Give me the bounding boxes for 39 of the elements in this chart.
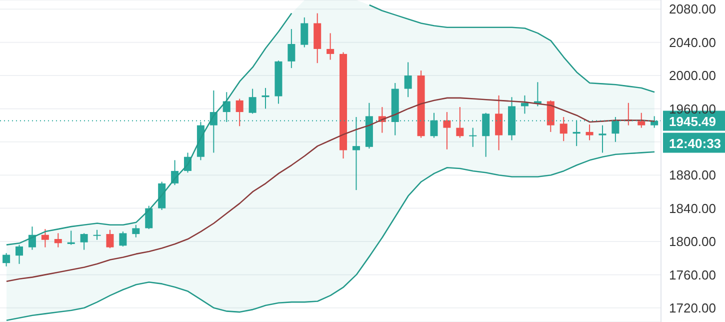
- candlestick: [119, 231, 127, 247]
- candlestick: [560, 116, 568, 142]
- candlestick: [80, 232, 88, 250]
- y-tick-label: 1720.00: [669, 300, 716, 316]
- candlestick: [106, 229, 114, 249]
- candlestick: [443, 112, 451, 150]
- candlestick: [2, 252, 10, 267]
- candlestick: [145, 205, 153, 230]
- candlestick: [16, 244, 24, 264]
- candlestick: [262, 87, 270, 110]
- candlestick: [67, 230, 75, 246]
- y-tick-label: 1800.00: [669, 234, 716, 250]
- y-tick-label: 1880.00: [669, 168, 716, 183]
- candlestick: [41, 228, 49, 248]
- y-tick-label: 1760.00: [669, 267, 716, 282]
- candlestick: [28, 226, 36, 250]
- candlestick: [520, 94, 528, 114]
- candlestick: [456, 106, 464, 138]
- ref-line-label: 1945.49: [669, 114, 716, 129]
- candlestick: [326, 32, 334, 60]
- candlestick: [288, 28, 296, 69]
- candlestick: [598, 124, 606, 154]
- line-series: [6, 151, 656, 321]
- y-tick-label: 2040.00: [669, 34, 716, 50]
- candlestick: [469, 127, 477, 148]
- candlestick: [93, 229, 101, 240]
- y-tick-label: 2000.00: [669, 68, 716, 84]
- y-tick-label: 2080.00: [669, 2, 716, 17]
- candlestick: [586, 124, 594, 141]
- candlestick: [132, 224, 140, 238]
- candlestick: [54, 232, 62, 248]
- candlestick: [236, 98, 244, 127]
- text: 12:40:33: [669, 136, 722, 151]
- y-tick-label: 1840.00: [669, 200, 716, 216]
- candlestick: [638, 112, 646, 128]
- candlestick: [300, 16, 308, 48]
- candlestick: [248, 88, 256, 114]
- candlestick: [404, 62, 412, 98]
- candlestick: [495, 94, 503, 151]
